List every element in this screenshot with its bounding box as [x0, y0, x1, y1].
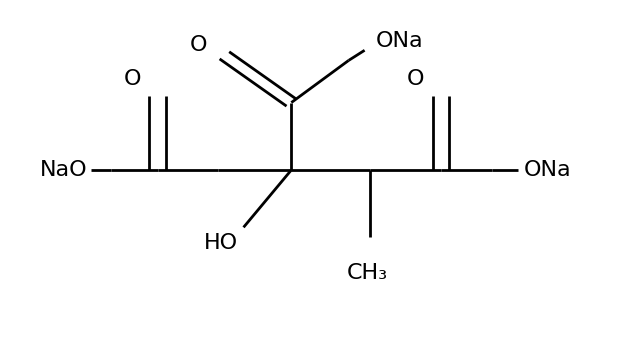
Text: O: O	[190, 35, 207, 55]
Text: HO: HO	[204, 233, 238, 253]
Text: NaO: NaO	[40, 160, 87, 180]
Text: CH₃: CH₃	[348, 263, 388, 283]
Text: ONa: ONa	[524, 160, 572, 180]
Text: ONa: ONa	[376, 31, 424, 51]
Text: O: O	[407, 69, 424, 89]
Text: O: O	[124, 69, 141, 89]
